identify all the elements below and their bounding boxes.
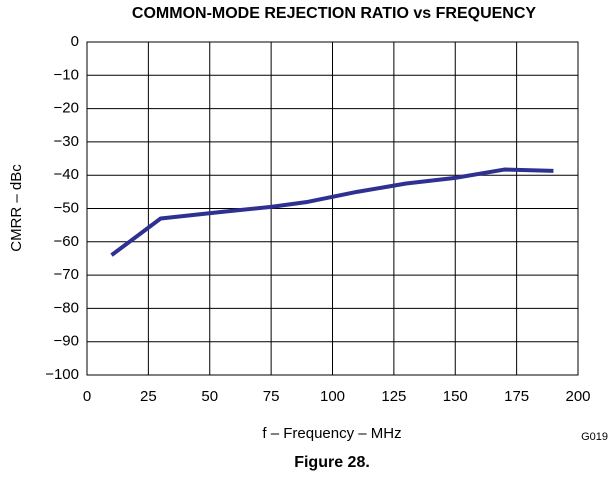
y-tick-label: 0 <box>71 33 79 50</box>
y-tick-label: −90 <box>54 333 79 350</box>
y-tick-label: −30 <box>54 133 79 150</box>
x-tick-label: 25 <box>140 388 157 405</box>
data-line <box>110 167 554 257</box>
y-tick-label: −80 <box>54 299 79 316</box>
y-tick-label: −60 <box>54 233 79 250</box>
caption: Figure 28. <box>294 454 370 471</box>
y-axis-label: CMRR – dBc <box>8 164 25 252</box>
x-tick-label: 150 <box>443 388 468 405</box>
y-tick-label: −70 <box>54 266 79 283</box>
y-tick-label: −40 <box>54 166 79 183</box>
chart-title: COMMON-MODE REJECTION RATIO vs FREQUENCY <box>132 5 537 22</box>
x-tick-label: 0 <box>83 388 91 405</box>
plot-frame <box>86 41 579 376</box>
y-tick-label: −50 <box>54 199 79 216</box>
x-axis-label: f – Frequency – MHz <box>262 425 401 442</box>
annotation: G019 <box>581 431 608 443</box>
x-tick-label: 50 <box>201 388 218 405</box>
x-tick-label: 125 <box>381 388 406 405</box>
x-tick-label: 100 <box>320 388 345 405</box>
y-tick-label: −100 <box>45 366 79 383</box>
y-tick-label: −20 <box>54 100 79 117</box>
x-tick-label: 75 <box>263 388 280 405</box>
x-tick-label: 175 <box>504 388 529 405</box>
x-tick-label: 200 <box>565 388 590 405</box>
y-tick-label: −10 <box>54 66 79 83</box>
